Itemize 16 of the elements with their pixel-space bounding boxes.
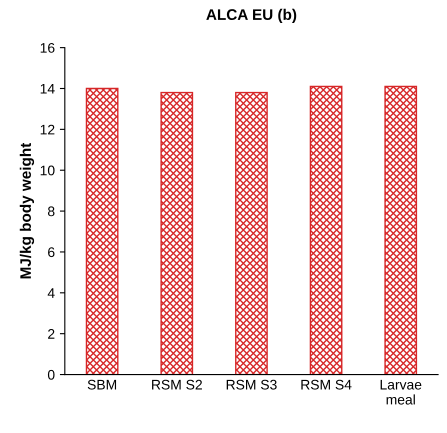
x-tick-label: RSM S4 xyxy=(301,380,352,390)
y-tick-label: 12 xyxy=(40,124,54,134)
y-tick-label: 6 xyxy=(48,247,54,258)
x-tick-label: RSM S3 xyxy=(226,380,277,390)
y-tick-label: 10 xyxy=(40,166,55,176)
y-tick-label: 8 xyxy=(48,206,54,216)
y-axis-title: MJ/kg body weight xyxy=(20,142,34,278)
y-tick-label: 14 xyxy=(40,84,55,94)
y-tick-label: 0 xyxy=(48,370,55,380)
x-tick-label: RSM S2 xyxy=(152,380,202,390)
y-tick-label: 4 xyxy=(48,288,55,298)
chart-title: ALCA EU (b) xyxy=(206,8,296,24)
x-tick-label: Larvae meal xyxy=(380,380,422,405)
y-tick-label: 16 xyxy=(40,42,54,53)
y-tick-label: 2 xyxy=(48,329,54,339)
x-tick-label: SBM xyxy=(88,380,116,390)
